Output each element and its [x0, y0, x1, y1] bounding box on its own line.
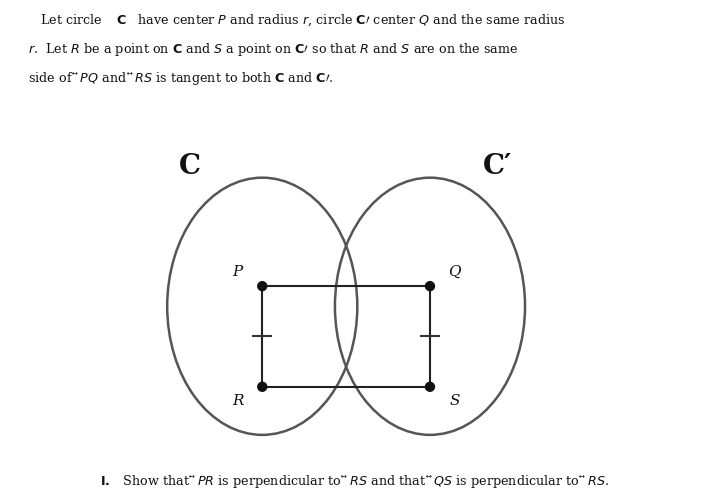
Text: C: C — [179, 153, 201, 180]
Text: $\mathbf{I.}$  Show that $\overleftrightarrow{PR}$ is perpendicular to $\overlef: $\mathbf{I.}$ Show that $\overleftrighta… — [100, 473, 609, 490]
Text: C′: C′ — [482, 153, 512, 180]
Circle shape — [425, 382, 435, 391]
Text: Let circle    $\mathbf{C}$   have center $P$ and radius $r$, circle $\mathbf{C}$: Let circle $\mathbf{C}$ have center $P$ … — [28, 12, 566, 28]
Text: Q: Q — [448, 264, 461, 279]
Text: R: R — [232, 394, 243, 409]
Text: $r$.  Let $R$ be a point on $\mathbf{C}$ and $S$ a point on $\mathbf{C}$$\mathbf: $r$. Let $R$ be a point on $\mathbf{C}$ … — [28, 41, 519, 58]
Text: P: P — [233, 264, 242, 279]
Text: side of $\overleftrightarrow{PQ}$ and $\overleftrightarrow{RS}$ is tangent to bo: side of $\overleftrightarrow{PQ}$ and $\… — [28, 70, 334, 87]
Circle shape — [425, 282, 435, 291]
Circle shape — [258, 282, 267, 291]
Circle shape — [258, 382, 267, 391]
Text: S: S — [450, 394, 460, 409]
